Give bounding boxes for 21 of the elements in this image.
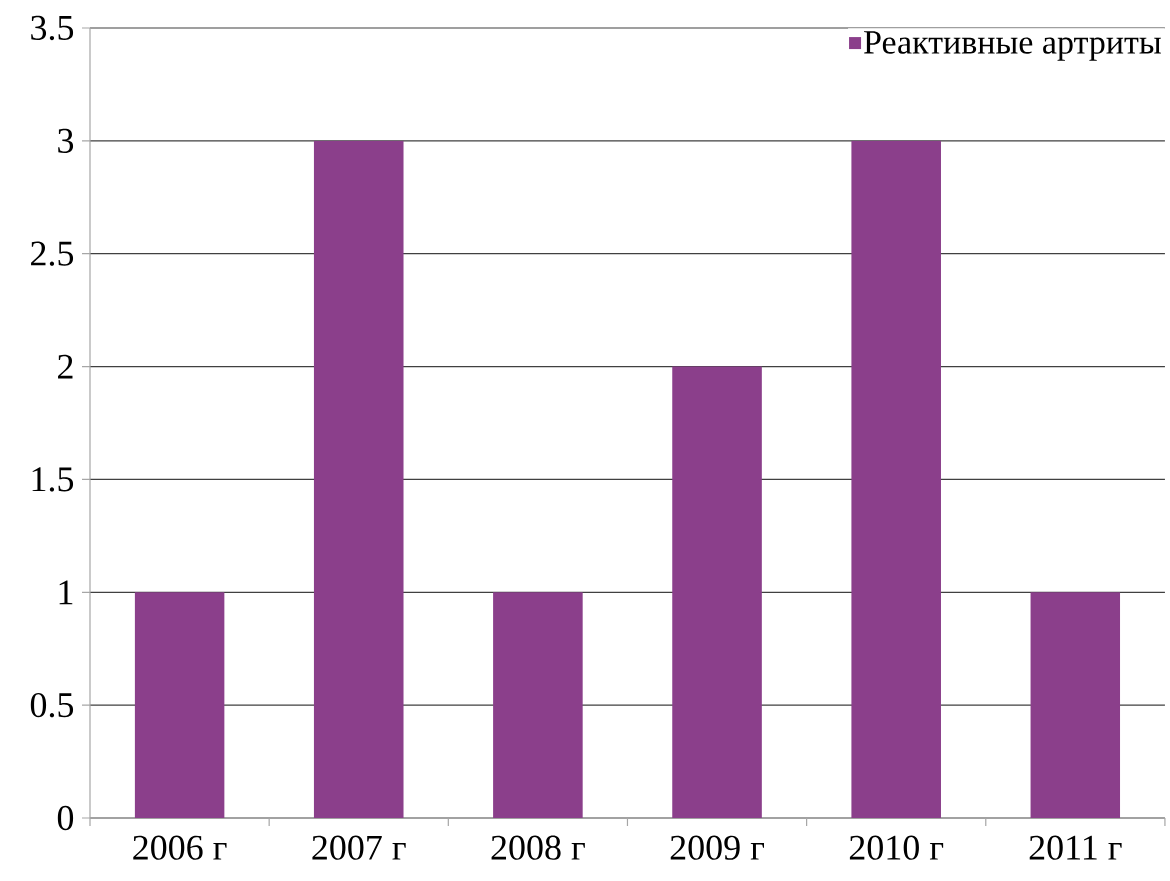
y-tick-label: 2.5 [31,241,74,266]
y-tick-label: 0.5 [30,692,74,718]
x-tick-label: 2011 г [1029,835,1122,860]
y-tick-label: 1 [59,580,73,605]
y-tick-label: 2 [58,354,73,379]
bar [313,140,404,818]
bar [493,592,583,818]
x-tick-label: 2008 г [491,835,585,860]
x-tick-label: 2009 г [670,835,764,860]
x-tick-label: 2006 г [133,835,227,860]
legend-label: Реактивные артриты [864,31,1161,61]
x-tick-label: 2007 г [312,835,406,860]
bar [672,366,762,818]
x-tick-label: 2010 г [849,835,944,860]
y-tick-label: 1.5 [32,467,74,492]
y-tick-label: 3 [58,128,74,153]
bar [134,592,225,818]
bar [1030,592,1121,818]
y-tick-label: 3.5 [31,15,74,41]
y-tick-label: 0 [57,805,74,831]
bar [851,140,941,818]
